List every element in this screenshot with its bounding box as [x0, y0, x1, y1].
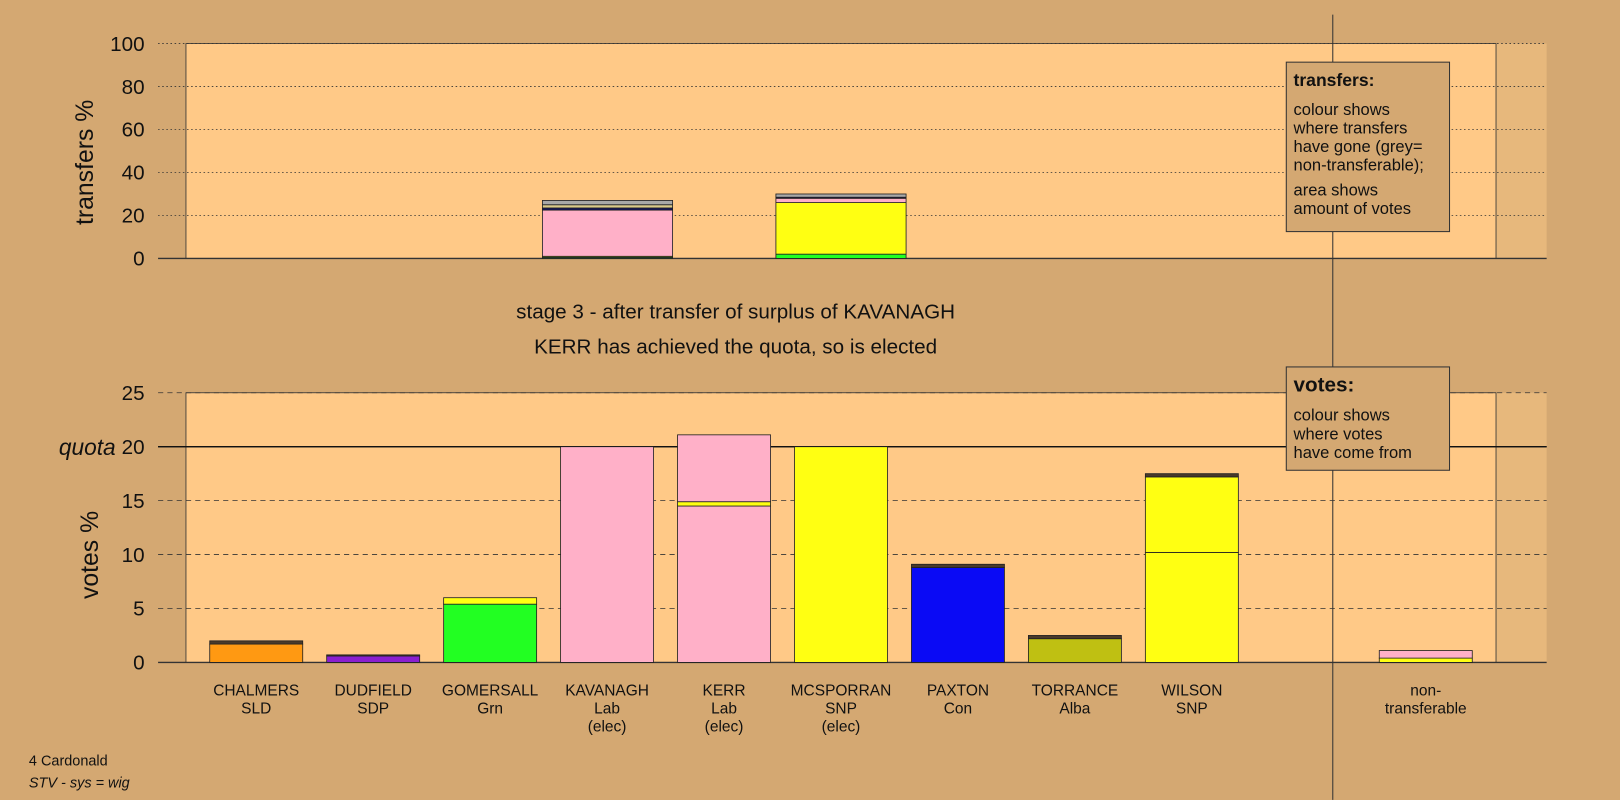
bar-segment: [1027, 638, 1122, 663]
note-box: [1285, 61, 1451, 233]
bar-segment: [677, 501, 771, 507]
bar-segment: [541, 200, 674, 206]
bar-segment: [1027, 635, 1122, 640]
x-tick-label: (elec): [705, 719, 744, 736]
y-axis-label: votes %: [77, 511, 104, 599]
note-text: have gone (grey=: [1294, 137, 1423, 156]
footer-system: STV - sys = wig: [29, 775, 130, 791]
bar-segment: [1144, 473, 1239, 478]
bar-segment: [326, 655, 421, 663]
note-box: [1285, 366, 1451, 471]
x-tick-label: (elec): [588, 719, 627, 736]
bar-segment: [326, 654, 421, 657]
bar-segment: [560, 446, 654, 663]
note-text: have come from: [1294, 443, 1412, 462]
note-title: votes:: [1294, 374, 1355, 397]
x-tick-label: transferable: [1385, 701, 1467, 718]
x-tick-label: GOMERSALL: [442, 682, 539, 699]
bar-segment: [775, 193, 907, 198]
y-axis-label: transfers %: [72, 100, 99, 225]
y-tick-label: 100: [110, 33, 144, 56]
bar-segment: [541, 204, 674, 209]
bar-segment: [911, 567, 1005, 663]
footer-constituency: 4 Cardonald: [29, 754, 108, 770]
x-tick-label: SDP: [357, 701, 389, 718]
bar-segment: [775, 253, 907, 259]
bar-segment: [1378, 657, 1473, 663]
marks: 0 20 40 60 80 100 0 5 10 15 20 25 quota CHALMERS SLD DU…: [59, 33, 1547, 736]
bar-segment: [677, 505, 771, 663]
note-text: colour shows: [1294, 406, 1390, 425]
bar-segment: [911, 563, 1005, 568]
bar-segment: [443, 603, 538, 663]
x-tick-label: Grn: [477, 701, 503, 718]
bar-segment: [541, 209, 674, 257]
y-tick-label: 5: [133, 598, 144, 621]
plot-margin: [1496, 392, 1547, 663]
note-text: where transfers: [1293, 118, 1408, 137]
x-tick-label: non-: [1410, 682, 1441, 699]
y-tick-label: 10: [122, 544, 145, 567]
note-title: transfers:: [1294, 70, 1375, 90]
bar-segment: [794, 446, 888, 663]
bar-segment: [209, 643, 304, 663]
stage-subtitle: KERR has achieved the quota, so is elect…: [534, 336, 937, 359]
note-text: where votes: [1293, 424, 1383, 443]
x-tick-label: PAXTON: [927, 682, 989, 699]
x-tick-label: TORRANCE: [1032, 682, 1119, 699]
x-tick-label: SNP: [1176, 701, 1208, 718]
x-tick-label: SLD: [241, 701, 271, 718]
stage-title: stage 3 - after transfer of surplus of K…: [516, 300, 955, 323]
y-tick-label: 20: [122, 205, 145, 228]
x-tick-label: WILSON: [1161, 682, 1222, 699]
y-tick-label: 20: [122, 436, 145, 459]
note-text: area shows: [1294, 180, 1378, 199]
y-tick-label: 0: [133, 652, 144, 675]
plot-margin: [1496, 43, 1547, 259]
y-tick-label: 15: [122, 490, 145, 513]
note-text: non-transferable);: [1294, 156, 1424, 175]
bar-segment: [775, 197, 907, 203]
bar-segment: [1378, 650, 1473, 659]
x-tick-label: KERR: [703, 682, 746, 699]
y-tick-label: 25: [122, 382, 145, 405]
x-tick-label: CHALMERS: [213, 682, 299, 699]
x-tick-label: Alba: [1059, 701, 1090, 718]
y-tick-label: 80: [122, 76, 145, 99]
x-tick-label: Con: [944, 701, 972, 718]
x-tick-label: MCSPORRAN: [791, 682, 892, 699]
bar-segment: [775, 202, 907, 255]
x-tick-label: Lab: [711, 701, 737, 718]
y-tick-label: 40: [122, 162, 145, 185]
y-tick-label: 60: [122, 119, 145, 142]
x-tick-label: Lab: [594, 701, 620, 718]
quota-label: quota: [59, 434, 116, 460]
bar-segment: [1144, 551, 1239, 663]
bar-segment: [1144, 476, 1239, 553]
bar-segment: [209, 640, 304, 645]
bar-segment: [443, 597, 538, 605]
note-text: colour shows: [1294, 100, 1390, 119]
x-tick-label: DUDFIELD: [334, 682, 411, 699]
y-tick-label: 0: [133, 248, 144, 271]
x-tick-label: (elec): [822, 719, 861, 736]
bar-segment: [677, 434, 771, 503]
note-text: amount of votes: [1294, 199, 1412, 218]
x-tick-label: SNP: [825, 701, 857, 718]
x-tick-label: KAVANAGH: [565, 682, 649, 699]
